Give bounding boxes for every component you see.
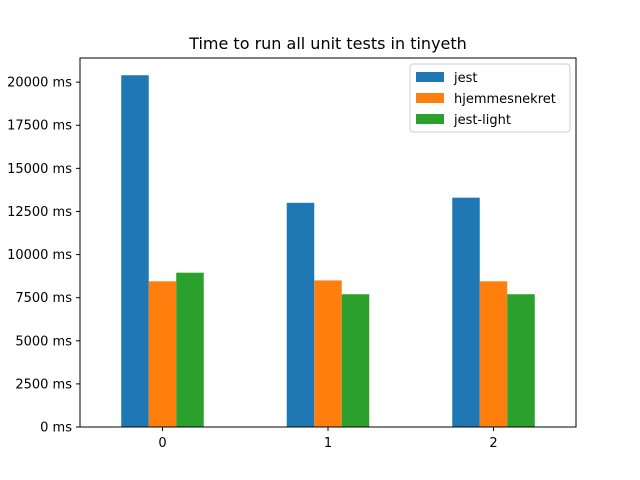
y-tick-label: 7500 ms [15,291,72,306]
y-tick-label: 10000 ms [7,248,72,263]
bar-jest-1 [286,202,315,427]
bar-jest-light-0 [176,272,204,427]
legend-label-jest: jest [453,71,477,86]
x-tick-label: 2 [489,436,497,451]
legend-label-jest-light: jest-light [453,113,511,128]
legend-swatch-hjemmesnekret [416,93,444,103]
legend-frame [409,63,571,133]
x-tick-label: 1 [324,436,332,451]
legend-swatch-jest [416,72,444,82]
y-tick-label: 15000 ms [7,162,72,177]
y-axis: 0 ms 2500 ms 5000 ms 7500 ms 10000 ms 12500 m… [7,76,80,436]
bar-hjemmesnekret-1 [314,280,342,427]
bar-jest-0 [121,75,149,428]
y-tick-label: 17500 ms [7,119,72,134]
bar-hjemmesnekret-0 [148,281,177,427]
bar-jest-light-1 [341,294,370,427]
bar-hjemmesnekret-2 [479,281,508,427]
legend: jest hjemmesnekret jest-light [409,63,571,133]
y-tick-label: 5000 ms [15,334,72,349]
x-tick-label: 0 [158,436,166,451]
y-tick-label: 12500 ms [7,205,72,220]
y-tick-label: 0 ms [40,421,72,436]
chart-title: Time to run all unit tests in tinyeth [188,34,467,53]
bar-jest-light-2 [507,294,535,427]
x-axis: 0 1 2 [158,427,498,451]
bars-layer [121,75,535,428]
bar-jest-2 [452,197,480,427]
legend-label-hjemmesnekret: hjemmesnekret [454,92,556,107]
y-tick-label: 2500 ms [15,377,72,392]
legend-swatch-jest-light [416,114,444,124]
y-tick-label: 20000 ms [7,76,72,91]
